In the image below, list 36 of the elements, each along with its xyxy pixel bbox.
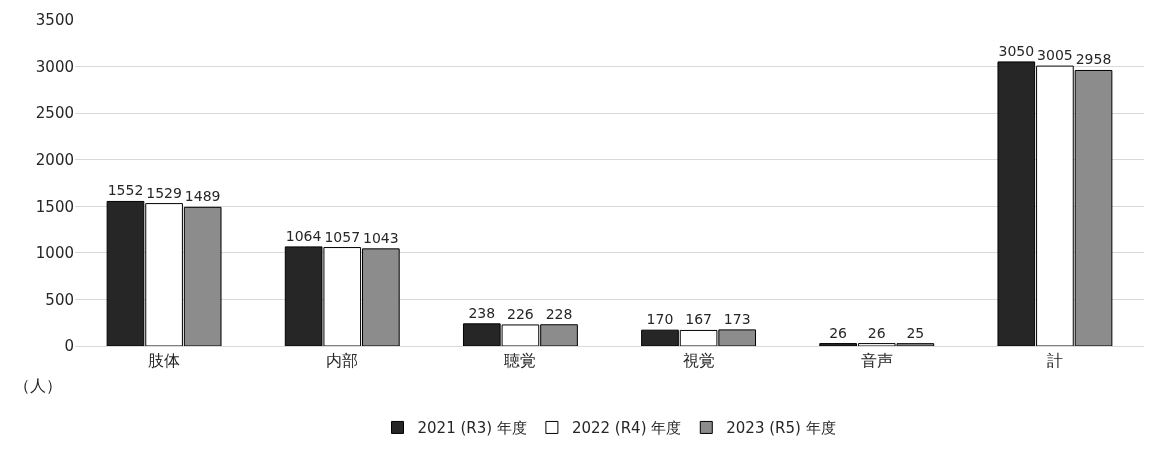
legend-label: 2022 (R4) 年度: [571, 419, 682, 438]
x-tick-label: 視覚: [682, 351, 715, 371]
data-label: 3005: [1037, 47, 1073, 64]
data-label: 2958: [1075, 51, 1112, 68]
data-label: 173: [723, 310, 751, 327]
x-tick-label: 肢体: [148, 351, 181, 371]
data-label: 1529: [146, 184, 182, 201]
y-tick-label: 2500: [35, 104, 74, 123]
data-label: 3050: [998, 42, 1035, 59]
data-label: 167: [685, 311, 712, 328]
data-label: 1043: [363, 229, 399, 246]
y-tick-label: 1500: [35, 197, 74, 216]
legend-label: 2021 (R3) 年度: [417, 419, 527, 438]
data-label: 1489: [184, 188, 221, 205]
legend-label: 2023 (R5) 年度: [726, 419, 836, 438]
y-tick-label: 0: [64, 337, 74, 356]
data-label: 1552: [107, 182, 144, 199]
y-axis-title: （人）: [14, 376, 62, 395]
x-tick-label: 計: [1046, 351, 1063, 371]
data-label: 25: [906, 324, 925, 341]
x-tick-label: 内部: [326, 351, 359, 371]
data-label: 170: [646, 311, 674, 328]
data-label: 26: [829, 324, 848, 341]
data-label: 1064: [285, 227, 322, 244]
x-tick-label: 聴覚: [504, 351, 537, 371]
x-tick-label: 音声: [860, 351, 893, 371]
y-tick-label: 3000: [35, 57, 74, 76]
y-tick-label: 3500: [35, 11, 74, 30]
data-label: 238: [468, 304, 496, 321]
data-label: 1057: [324, 228, 361, 245]
y-tick-label: 2000: [35, 150, 74, 169]
y-tick-label: 500: [45, 290, 74, 309]
data-label: 228: [545, 305, 573, 322]
y-tick-label: 1000: [35, 244, 74, 263]
data-label: 226: [507, 305, 534, 322]
data-label: 26: [867, 324, 886, 341]
